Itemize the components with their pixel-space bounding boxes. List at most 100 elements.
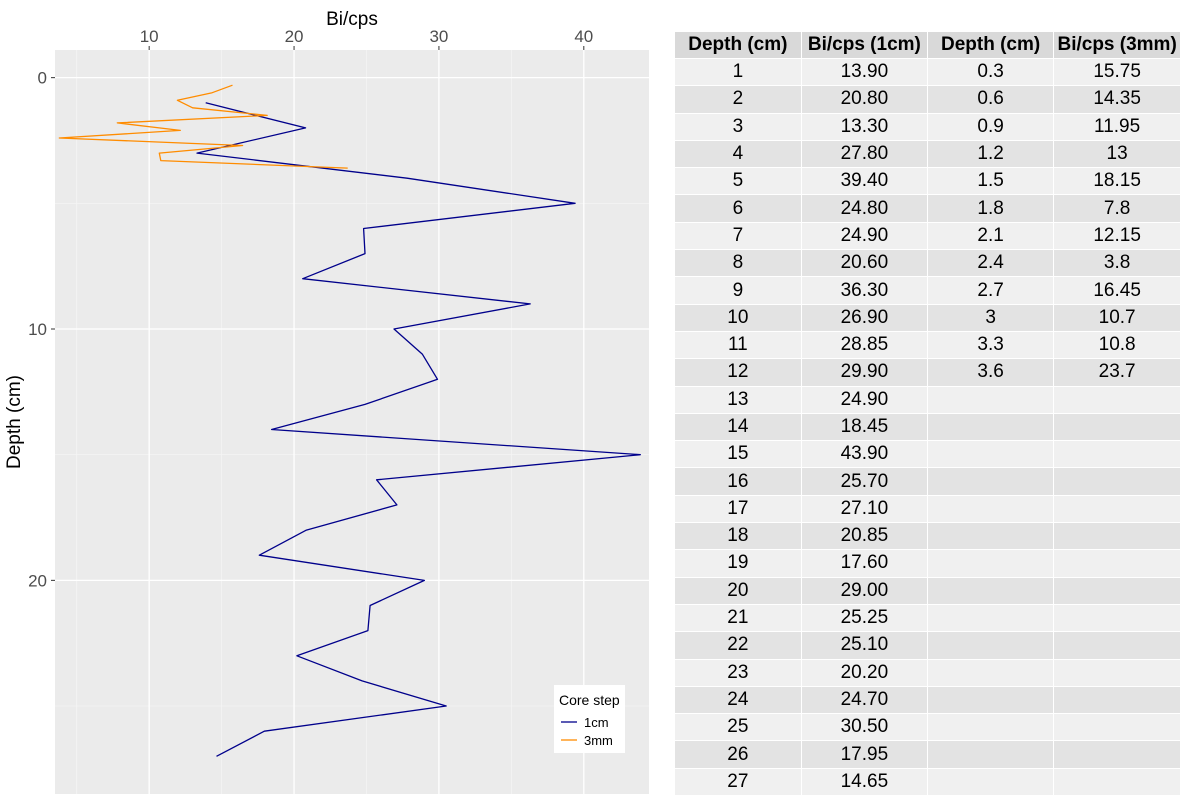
series-line-3mm [58, 84, 348, 169]
table-cell: 17.95 [801, 740, 929, 769]
plot-panel [55, 50, 649, 794]
table-row: 24 24.70 [675, 685, 1180, 714]
y-tick-label: 10 [28, 320, 47, 339]
table-cell: 43.90 [801, 440, 929, 468]
table-cell: 27.10 [801, 494, 929, 523]
series-layer [58, 84, 641, 757]
table-row: 7 24.90 2.1 12.15 [675, 221, 1180, 250]
table-cell: 15 [675, 440, 802, 468]
table-cell: 23.7 [1053, 358, 1180, 387]
table-row: 6 24.80 1.8 7.8 [675, 194, 1180, 223]
table-cell: 27.80 [801, 139, 929, 168]
table-cell: 2 [675, 85, 802, 114]
table-cell: 2.1 [927, 221, 1055, 250]
table-cell: 10.8 [1053, 330, 1180, 359]
table-cell: 8 [675, 249, 802, 277]
table-cell [1053, 713, 1180, 741]
x-tick-label: 40 [574, 27, 593, 46]
table-cell: 26 [675, 740, 802, 769]
table-row: 19 17.60 [675, 549, 1180, 578]
table-row: 14 18.45 [675, 412, 1180, 441]
table-body: 1 13.90 0.3 15.75 2 20.80 0.6 14.35 3 13.30 0.9 11.… [675, 57, 1180, 796]
table-row: 11 28.85 3.3 10.8 [675, 330, 1180, 359]
table-cell: 25.70 [801, 467, 929, 496]
y-tick-label: 0 [38, 69, 47, 88]
table-cell: 3.3 [927, 330, 1055, 359]
table-cell: 3 [927, 303, 1055, 332]
table-cell: 1.2 [927, 139, 1055, 168]
table-cell [1053, 631, 1180, 660]
table-cell [1053, 685, 1180, 714]
table-cell [927, 522, 1055, 550]
table-cell: 1.8 [927, 194, 1055, 223]
table-row: 2 20.80 0.6 14.35 [675, 85, 1180, 114]
table-row: 3 13.30 0.9 11.95 [675, 112, 1180, 141]
table-cell [927, 685, 1055, 714]
table-cell: 12.15 [1053, 221, 1180, 250]
table-cell [927, 412, 1055, 441]
table-cell: 18.15 [1053, 167, 1180, 195]
table-cell: 16 [675, 467, 802, 496]
table-cell: 13.90 [801, 57, 929, 86]
table-cell: 13 [1053, 139, 1180, 168]
series-line-1cm [196, 102, 641, 757]
table-cell [927, 740, 1055, 769]
table-cell: 13 [675, 385, 802, 414]
table-header-row: Depth (cm) Bi/cps (1cm) Depth (cm) Bi/cps (… [675, 32, 1180, 59]
y-axis-ticks: 0 10 20 [28, 69, 55, 590]
x-axis-title: Bi/cps [326, 9, 378, 30]
table-cell: 30.50 [801, 713, 929, 741]
table-cell: 20.60 [801, 249, 929, 277]
table-cell: 4 [675, 139, 802, 168]
table-row: 8 20.60 2.4 3.8 [675, 249, 1180, 277]
table-cell: 25 [675, 713, 802, 741]
table-cell: 24.80 [801, 194, 929, 223]
table-row: 20 29.00 [675, 576, 1180, 605]
legend-label-3mm: 3mm [584, 733, 613, 748]
data-table: Depth (cm) Bi/cps (1cm) Depth (cm) Bi/cps (… [675, 32, 1180, 796]
table-row: 25 30.50 [675, 713, 1180, 741]
table-cell [927, 576, 1055, 605]
table-row: 13 24.90 [675, 385, 1180, 414]
legend-title: Core step [559, 692, 620, 708]
table-header-cell: Bi/cps (3mm) [1053, 32, 1180, 59]
grid-major [55, 50, 649, 794]
table-cell: 11.95 [1053, 112, 1180, 141]
table-cell: 27 [675, 767, 802, 796]
table-cell: 21 [675, 603, 802, 632]
x-tick-label: 20 [285, 27, 304, 46]
table-cell: 2.4 [927, 249, 1055, 277]
table-row: 21 25.25 [675, 603, 1180, 632]
table-cell [1053, 385, 1180, 414]
table-cell [1053, 440, 1180, 468]
table-row: 26 17.95 [675, 740, 1180, 769]
table-cell: 10 [675, 303, 802, 332]
table-row: 4 27.80 1.2 13 [675, 139, 1180, 168]
table-cell: 0.9 [927, 112, 1055, 141]
table-cell: 25.10 [801, 631, 929, 660]
table-cell: 7.8 [1053, 194, 1180, 223]
table-cell: 24.70 [801, 685, 929, 714]
table-cell [927, 549, 1055, 578]
table-cell: 24.90 [801, 385, 929, 414]
table-cell: 29.00 [801, 576, 929, 605]
table-row: 23 20.20 [675, 658, 1180, 687]
table-cell [1053, 603, 1180, 632]
table-row: 5 39.40 1.5 18.15 [675, 167, 1180, 195]
table-cell: 3.6 [927, 358, 1055, 387]
table-cell: 1 [675, 57, 802, 86]
table-row: 1 13.90 0.3 15.75 [675, 57, 1180, 86]
table-cell [927, 603, 1055, 632]
x-tick-label: 30 [429, 27, 448, 46]
table-cell [1053, 740, 1180, 769]
table-cell: 18.45 [801, 412, 929, 441]
table-cell: 14.65 [801, 767, 929, 796]
table-row: 27 14.65 [675, 767, 1180, 796]
table-cell: 20.85 [801, 522, 929, 550]
table-cell: 14 [675, 412, 802, 441]
table-cell: 29.90 [801, 358, 929, 387]
table-cell [927, 713, 1055, 741]
table-cell: 25.25 [801, 603, 929, 632]
legend-label-1cm: 1cm [584, 715, 609, 730]
table-cell: 5 [675, 167, 802, 195]
